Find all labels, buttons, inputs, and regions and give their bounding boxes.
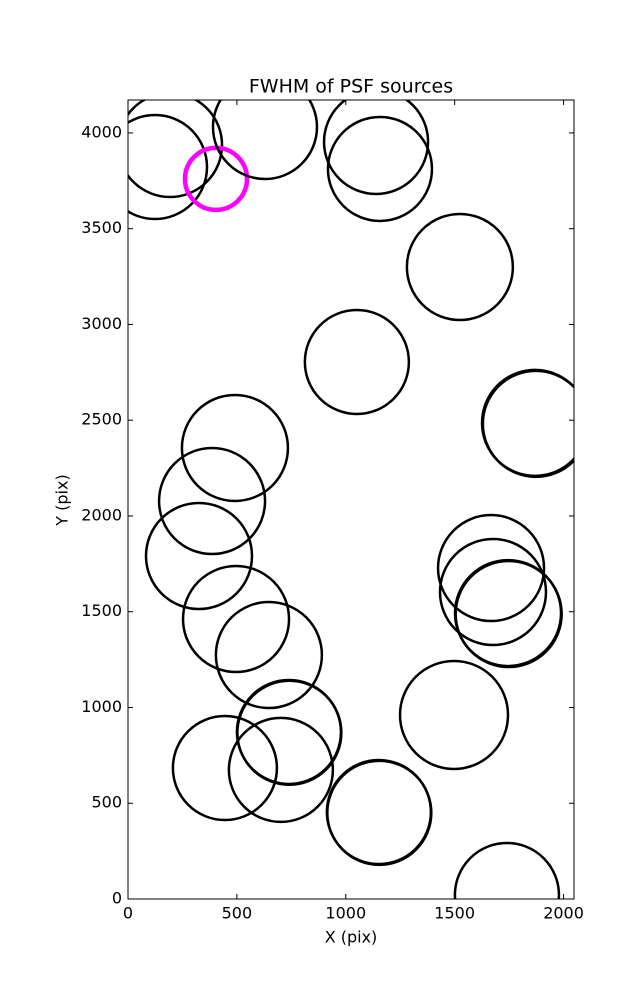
source-circle [128,113,209,221]
y-tick-label: 1500 [81,601,122,620]
y-tick-label: 500 [91,793,122,812]
source-circle [398,659,510,771]
y-tick-label: 4000 [81,122,122,141]
source-circle [453,841,561,899]
source-circle [303,308,411,416]
x-tick-label: 500 [222,904,253,923]
y-axis-label: Y (pix) [53,474,72,526]
source-circle [182,145,250,213]
x-tick-label: 2000 [543,904,584,923]
source-circle [211,100,319,181]
source-circle [405,212,515,322]
source-circle [438,537,548,647]
y-tick-label: 1000 [81,697,122,716]
source-circle [227,716,335,824]
x-tick-label: 1000 [325,904,366,923]
y-tick-label: 3000 [81,314,122,333]
source-circle [144,501,254,611]
source-circle [171,714,279,822]
source-circle [214,600,324,710]
source-circle [436,513,546,623]
source-circle [157,446,267,556]
source-circle [181,564,291,674]
source-circle [326,759,433,867]
source-circle [454,559,563,669]
source-circle [322,100,430,196]
x-axis-label: X (pix) [325,928,378,947]
source-circle [326,115,434,223]
x-tick-label: 1500 [434,904,475,923]
source-circle [236,679,343,787]
source-circle [481,369,574,479]
y-tick-label: 0 [112,889,122,908]
source-circle [180,393,290,503]
y-tick-label: 2000 [81,505,122,524]
y-tick-label: 3500 [81,218,122,237]
x-tick-label: 0 [123,904,133,923]
chart-title: FWHM of PSF sources [249,76,453,98]
source-circle [128,100,224,199]
plot-area [128,100,574,899]
y-tick-label: 2500 [81,410,122,429]
axes-frame [127,99,575,900]
